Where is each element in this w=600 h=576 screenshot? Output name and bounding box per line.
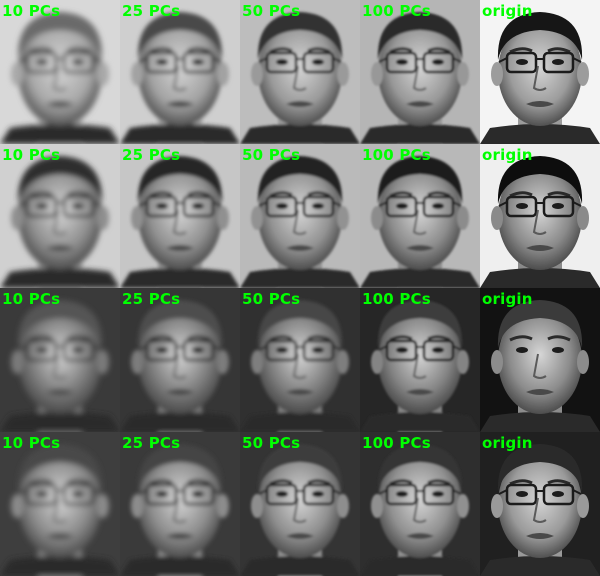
- pc-count-label: 100 PCs: [362, 146, 431, 164]
- face-cell: origin: [480, 432, 600, 576]
- face-image: [120, 288, 240, 432]
- face-cell: 25 PCs: [120, 0, 240, 144]
- original-face-image: [480, 288, 600, 432]
- pc-count-label: 25 PCs: [122, 434, 181, 452]
- pc-count-label: 50 PCs: [242, 290, 301, 308]
- pc-count-label: 10 PCs: [2, 434, 61, 452]
- face-cell: 50 PCs: [240, 432, 360, 576]
- pc-count-label: 25 PCs: [122, 290, 181, 308]
- face-image: [240, 144, 360, 288]
- face-cell: 10 PCs: [0, 432, 120, 576]
- face-cell: 50 PCs: [240, 144, 360, 288]
- face-image: [360, 0, 480, 144]
- pc-count-label: 100 PCs: [362, 434, 431, 452]
- face-image: [240, 432, 360, 576]
- face-cell: 10 PCs: [0, 144, 120, 288]
- face-cell: origin: [480, 144, 600, 288]
- face-image: [120, 144, 240, 288]
- pc-count-label: 100 PCs: [362, 290, 431, 308]
- face-cell: origin: [480, 0, 600, 144]
- pc-count-label: 100 PCs: [362, 2, 431, 20]
- origin-label: origin: [482, 2, 533, 20]
- pc-count-label: 25 PCs: [122, 2, 181, 20]
- face-cell: 100 PCs: [360, 0, 480, 144]
- face-cell: 50 PCs: [240, 288, 360, 432]
- origin-label: origin: [482, 434, 533, 452]
- face-cell: 10 PCs: [0, 288, 120, 432]
- face-image: [0, 288, 120, 432]
- original-face-image: [480, 0, 600, 144]
- face-cell: 25 PCs: [120, 432, 240, 576]
- pc-count-label: 10 PCs: [2, 2, 61, 20]
- face-image: [0, 0, 120, 144]
- pc-count-label: 25 PCs: [122, 146, 181, 164]
- origin-label: origin: [482, 146, 533, 164]
- face-cell: 100 PCs: [360, 432, 480, 576]
- pc-count-label: 50 PCs: [242, 146, 301, 164]
- face-cell: 25 PCs: [120, 144, 240, 288]
- original-face-image: [480, 144, 600, 288]
- face-image: [240, 288, 360, 432]
- pc-count-label: 10 PCs: [2, 146, 61, 164]
- face-cell: origin: [480, 288, 600, 432]
- face-cell: 10 PCs: [0, 0, 120, 144]
- face-image: [360, 144, 480, 288]
- pc-count-label: 10 PCs: [2, 290, 61, 308]
- face-cell: 25 PCs: [120, 288, 240, 432]
- face-cell: 100 PCs: [360, 144, 480, 288]
- face-image: [360, 288, 480, 432]
- face-image: [0, 432, 120, 576]
- face-image: [120, 432, 240, 576]
- face-image: [120, 0, 240, 144]
- face-image: [0, 144, 120, 288]
- pc-count-label: 50 PCs: [242, 2, 301, 20]
- face-cell: 100 PCs: [360, 288, 480, 432]
- face-cell: 50 PCs: [240, 0, 360, 144]
- pc-count-label: 50 PCs: [242, 434, 301, 452]
- origin-label: origin: [482, 290, 533, 308]
- face-image: [360, 432, 480, 576]
- original-face-image: [480, 432, 600, 576]
- face-image: [240, 0, 360, 144]
